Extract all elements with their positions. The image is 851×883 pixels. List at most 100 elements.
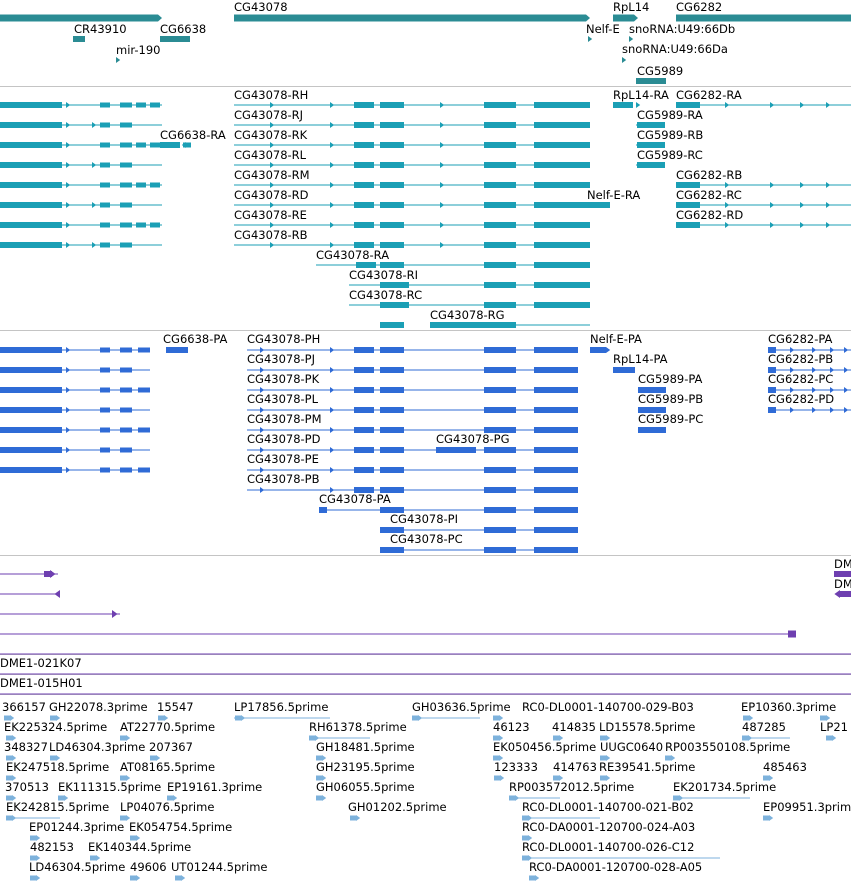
- est-label[interactable]: 49606: [130, 860, 167, 874]
- est-label[interactable]: EK201734.5prime: [673, 780, 777, 794]
- transcript-label[interactable]: CG43078-RK: [234, 128, 308, 142]
- protein-label[interactable]: CG43078-PH: [247, 332, 321, 346]
- transcript-label[interactable]: CG6282-RB: [676, 168, 743, 182]
- est-label[interactable]: EK247518.5prime: [6, 760, 110, 774]
- protein-label[interactable]: CG5989-PA: [638, 372, 703, 386]
- est-label[interactable]: GH01202.5prime: [348, 800, 447, 814]
- protein-label[interactable]: CG5989-PB: [638, 392, 704, 406]
- transcript-label[interactable]: CG6282-RD: [676, 208, 744, 222]
- est-label[interactable]: EK111315.5prime: [58, 780, 162, 794]
- protein-label[interactable]: CG43078-PC: [390, 532, 463, 546]
- protein-label[interactable]: CG43078-PA: [319, 492, 391, 506]
- est-label[interactable]: 15547: [157, 700, 194, 714]
- est-label[interactable]: 207367: [149, 740, 193, 754]
- transcript-label[interactable]: RpL14-RA: [613, 88, 669, 102]
- gene-label[interactable]: CG43078: [234, 0, 288, 14]
- gene-label[interactable]: CG5989: [637, 64, 684, 78]
- est-label[interactable]: 366157: [2, 700, 46, 714]
- est-label[interactable]: 485463: [763, 760, 807, 774]
- est-label[interactable]: EP19161.3prime: [167, 780, 263, 794]
- est-label[interactable]: GH23195.5prime: [316, 760, 415, 774]
- est-label[interactable]: RC0-DL0001-140700-026-C12: [522, 840, 695, 854]
- transcript-label[interactable]: Nelf-E-RA: [587, 188, 641, 202]
- protein-label[interactable]: CG43078-PM: [247, 412, 322, 426]
- protein-label[interactable]: Nelf-E-PA: [590, 332, 642, 346]
- est-label[interactable]: RH61378.5prime: [309, 720, 407, 734]
- est-label[interactable]: LP21: [820, 720, 848, 734]
- gene-label[interactable]: snoRNA:U49:66Db: [629, 22, 736, 36]
- est-label[interactable]: 123333: [494, 760, 538, 774]
- transcript-label[interactable]: CG6282-RC: [676, 188, 742, 202]
- transcript-label[interactable]: CG6282-RA: [676, 88, 742, 102]
- protein-label[interactable]: CG6638-PA: [163, 332, 228, 346]
- transcript-label[interactable]: CG43078-RI: [349, 268, 419, 282]
- transcript-label[interactable]: CG43078-RL: [234, 148, 307, 162]
- transcript-label[interactable]: CG43078-RA: [316, 248, 390, 262]
- protein-label[interactable]: CG43078-PL: [247, 392, 319, 406]
- gene-label[interactable]: CG6282: [676, 0, 723, 14]
- est-label[interactable]: 370513: [5, 780, 49, 794]
- est-label[interactable]: RC0-DL0001-140700-029-B03: [522, 700, 694, 714]
- gene-label[interactable]: CG6638: [160, 22, 207, 36]
- est-label[interactable]: GH18481.5prime: [316, 740, 415, 754]
- est-label[interactable]: RP003572012.5prime: [509, 780, 635, 794]
- est-label[interactable]: RC0-DA0001-120700-024-A03: [522, 820, 696, 834]
- transcript-label[interactable]: CG5989-RC: [637, 148, 703, 162]
- est-label[interactable]: RE39541.5prime: [599, 760, 696, 774]
- est-label[interactable]: LD15578.5prime: [599, 720, 696, 734]
- protein-label[interactable]: CG43078-PK: [247, 372, 320, 386]
- protein-label[interactable]: CG5989-PC: [638, 412, 704, 426]
- est-label[interactable]: EK050456.5prime: [493, 740, 597, 754]
- protein-label[interactable]: RpL14-PA: [613, 352, 668, 366]
- clone-label[interactable]: DME1-021K07: [0, 656, 82, 670]
- est-label[interactable]: RC0-DL0001-140700-021-B02: [522, 800, 694, 814]
- transcript-label[interactable]: CG43078-RJ: [234, 108, 304, 122]
- est-label[interactable]: 482153: [30, 840, 74, 854]
- gene-label[interactable]: RpL14: [613, 0, 650, 14]
- est-label[interactable]: 414763: [553, 760, 597, 774]
- protein-label[interactable]: CG43078-PE: [247, 452, 319, 466]
- est-label[interactable]: LP17856.5prime: [234, 700, 329, 714]
- transcript-label[interactable]: CG43078-RH: [234, 88, 309, 102]
- est-label[interactable]: EK242815.5prime: [6, 800, 110, 814]
- transcript-label[interactable]: CG43078-RM: [234, 168, 310, 182]
- transcript-label[interactable]: CG43078-RC: [349, 288, 423, 302]
- est-label[interactable]: LP04076.5prime: [120, 800, 215, 814]
- est-label[interactable]: EK140344.5prime: [88, 840, 192, 854]
- gene-label[interactable]: Nelf-E: [586, 22, 620, 36]
- transcript-label[interactable]: CG43078-RE: [234, 208, 307, 222]
- protein-label[interactable]: CG6282-PB: [768, 352, 834, 366]
- clone-label[interactable]: DM: [834, 577, 851, 591]
- est-label[interactable]: 46123: [493, 720, 530, 734]
- est-label[interactable]: 487285: [742, 720, 786, 734]
- protein-label[interactable]: CG43078-PG: [436, 432, 510, 446]
- est-label[interactable]: EP10360.3prime: [741, 700, 837, 714]
- est-label[interactable]: EP01244.3prime: [29, 820, 125, 834]
- est-label[interactable]: AT08165.5prime: [120, 760, 216, 774]
- transcript-label[interactable]: CG43078-RB: [234, 228, 308, 242]
- protein-label[interactable]: CG43078-PI: [390, 512, 459, 526]
- est-label[interactable]: 414835: [552, 720, 596, 734]
- est-label[interactable]: GH06055.5prime: [316, 780, 415, 794]
- protein-label[interactable]: CG6282-PA: [768, 332, 833, 346]
- protein-label[interactable]: CG43078-PJ: [247, 352, 316, 366]
- protein-label[interactable]: CG6282-PC: [768, 372, 834, 386]
- est-label[interactable]: EK225324.5prime: [4, 720, 108, 734]
- protein-label[interactable]: CG6282-PD: [768, 392, 835, 406]
- est-label[interactable]: RC0-DA0001-120700-028-A05: [529, 860, 703, 874]
- gene-label[interactable]: CR43910: [74, 22, 127, 36]
- transcript-label[interactable]: CG5989-RA: [637, 108, 703, 122]
- est-label[interactable]: LD46304.3prime: [49, 740, 146, 754]
- gene-label[interactable]: snoRNA:U49:66Da: [622, 42, 728, 56]
- est-label[interactable]: AT22770.5prime: [120, 720, 216, 734]
- gene-label[interactable]: mir-190: [116, 43, 161, 57]
- est-label[interactable]: 348327: [4, 740, 48, 754]
- protein-label[interactable]: CG43078-PD: [247, 432, 321, 446]
- protein-label[interactable]: CG43078-PB: [247, 472, 320, 486]
- transcript-label[interactable]: CG5989-RB: [637, 128, 704, 142]
- transcript-label[interactable]: CG43078-RD: [234, 188, 309, 202]
- transcript-label[interactable]: CG43078-RG: [430, 308, 505, 322]
- est-label[interactable]: LD46304.5prime: [29, 860, 126, 874]
- est-label[interactable]: EK054754.5prime: [129, 820, 233, 834]
- clone-label[interactable]: DM: [834, 557, 851, 571]
